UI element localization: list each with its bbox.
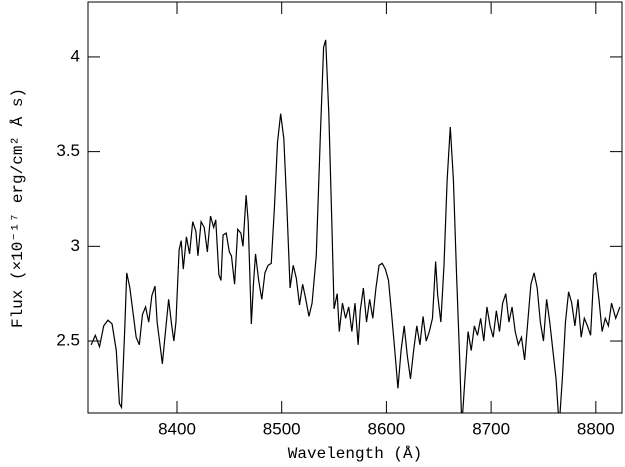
y-tick-label: 3.5 [56, 141, 80, 160]
y-tick-label: 3 [71, 236, 80, 255]
x-tick-label: 8500 [263, 419, 301, 438]
y-axis-label: Flux (×10⁻¹⁷ erg/cm² Å s) [9, 88, 27, 328]
x-axis-label: Wavelength (Å) [288, 445, 422, 463]
x-tick-label: 8700 [472, 419, 510, 438]
plot-frame [87, 1, 623, 414]
y-tick-label: 2.5 [56, 331, 80, 350]
spectrum-line [90, 39, 621, 413]
x-tick-label: 8600 [367, 419, 405, 438]
y-tick-label: 4 [71, 46, 80, 65]
x-tick-label: 8800 [577, 419, 615, 438]
x-tick-label: 8400 [158, 419, 196, 438]
